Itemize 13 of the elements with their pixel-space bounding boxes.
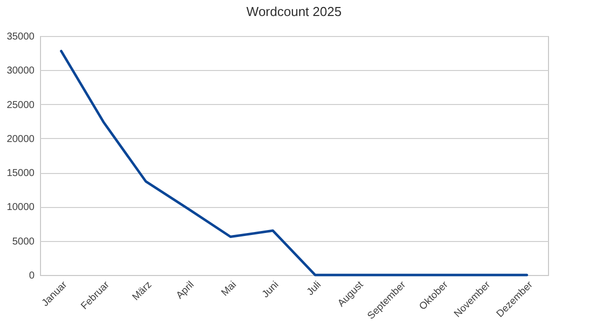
x-tick-label: Juli: [305, 280, 324, 298]
y-tick-label: 35000: [6, 32, 35, 42]
y-tick-label: 5000: [12, 236, 35, 248]
y-tick-label: 25000: [6, 100, 35, 111]
y-tick-label: 0: [28, 270, 35, 282]
line-series: [60, 50, 528, 276]
y-tick-label: 30000: [6, 66, 35, 77]
y-tick-label: 15000: [6, 168, 35, 180]
y-tick-label: 10000: [6, 202, 35, 214]
x-tick-label: Juni: [260, 280, 282, 300]
x-tick-label: Mai: [220, 280, 239, 299]
chart-title: Wordcount 2025: [246, 4, 342, 19]
y-tick-label: 20000: [6, 134, 35, 145]
